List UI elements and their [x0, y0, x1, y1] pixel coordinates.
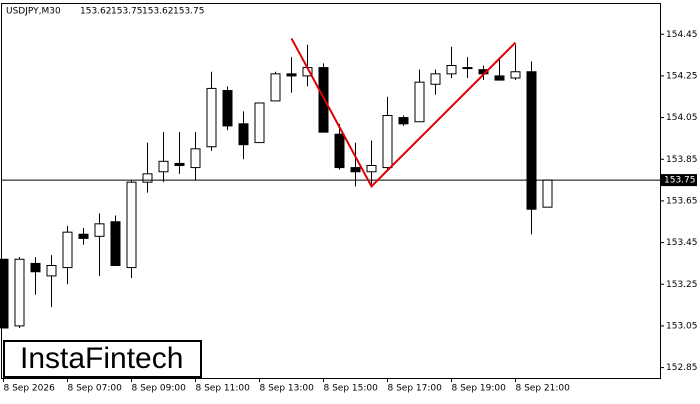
- candle-body: [46, 265, 57, 277]
- candle-body: [494, 75, 505, 81]
- candle-body: [414, 81, 425, 123]
- candle-body: [62, 231, 73, 269]
- candle-body: [270, 73, 281, 102]
- x-tick-label: 8 Sep 21:00: [516, 384, 571, 394]
- x-tick-label: 8 Sep 17:00: [388, 384, 443, 394]
- header-low: 153.62: [142, 7, 174, 17]
- candle-body: [398, 117, 409, 125]
- candle-body: [254, 102, 265, 144]
- watermark-box: [3, 340, 202, 378]
- pattern-line: [290, 37, 517, 188]
- candle-body: [78, 233, 89, 239]
- candle-body: [158, 160, 169, 173]
- candle-body: [446, 65, 457, 75]
- x-tick-label: 8 Sep 15:00: [324, 384, 379, 394]
- x-tick-label: 8 Sep 19:00: [452, 384, 507, 394]
- x-tick-label: 8 Sep 11:00: [196, 384, 251, 394]
- price-label-box: [661, 174, 697, 187]
- candle-body: [286, 73, 297, 77]
- y-tick-label: 153.05: [666, 321, 698, 331]
- candle-body: [382, 115, 393, 169]
- y-tick-label: 153.65: [666, 196, 698, 206]
- candle-body: [430, 73, 441, 85]
- candle-body: [222, 90, 233, 127]
- y-tick-label: 154.05: [666, 113, 698, 123]
- price-label: 153.75: [664, 176, 696, 186]
- candle-body: [142, 173, 153, 183]
- candle-body: [0, 258, 9, 329]
- candle-body: [126, 181, 137, 269]
- y-tick-label: 153.25: [666, 280, 698, 290]
- header-open: 153.62: [80, 7, 112, 17]
- candle-body: [366, 165, 377, 173]
- y-tick-label: 154.25: [666, 71, 698, 81]
- symbol: USDJPY,M30: [6, 7, 61, 17]
- candle-body: [350, 167, 361, 173]
- header-close: 153.75: [173, 7, 205, 17]
- candle-body: [110, 221, 121, 266]
- candle-body: [510, 71, 521, 79]
- header-high: 153.75: [111, 7, 143, 17]
- candle-body: [238, 123, 249, 146]
- candle-body: [318, 67, 329, 133]
- y-tick-label: 154.45: [666, 30, 698, 40]
- candle-body: [94, 223, 105, 237]
- x-tick-label: 8 Sep 13:00: [260, 384, 315, 394]
- x-tick-label: 8 Sep 07:00: [68, 384, 123, 394]
- candle-body: [30, 262, 41, 273]
- candle-body: [462, 67, 473, 70]
- candle-body: [206, 87, 217, 148]
- candle-body: [542, 179, 553, 208]
- y-tick-label: 153.85: [666, 155, 698, 165]
- candle-body: [190, 148, 201, 169]
- x-tick-label: 8 Sep 09:00: [132, 384, 187, 394]
- candle-body: [526, 71, 537, 210]
- plot-border: [1, 3, 661, 379]
- candle-body: [174, 162, 185, 167]
- watermark: InstaFintech: [20, 342, 183, 375]
- y-tick-label: 152.85: [666, 363, 698, 373]
- x-tick-label: 8 Sep 2026: [4, 384, 56, 394]
- candle-body: [14, 258, 25, 327]
- candle-body: [334, 133, 345, 169]
- y-tick-label: 153.45: [666, 238, 698, 248]
